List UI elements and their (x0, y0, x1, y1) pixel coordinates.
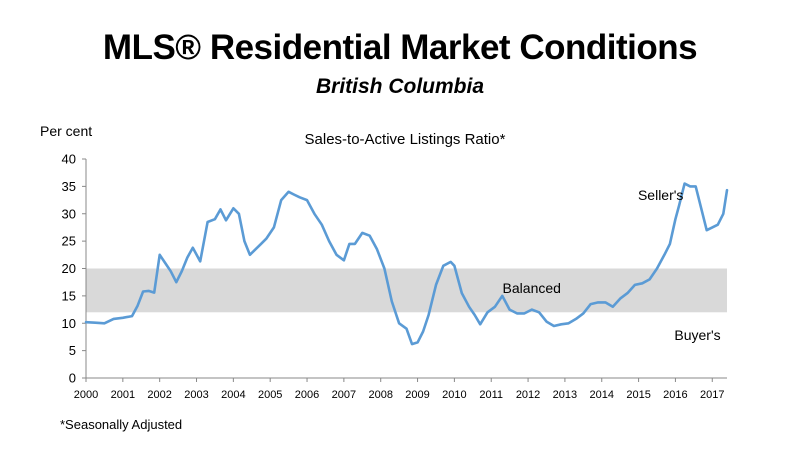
x-tick-label: 2017 (700, 389, 724, 401)
x-tick-label: 2001 (111, 389, 135, 401)
chart-title: Sales-to-Active Listings Ratio* (304, 131, 506, 148)
x-tick-label: 2000 (74, 389, 98, 401)
x-tick-label: 2005 (258, 389, 282, 401)
y-axis-label: Per cent (40, 123, 93, 139)
x-tick-label: 2006 (295, 389, 319, 401)
y-tick-label: 10 (62, 316, 76, 331)
y-tick-label: 5 (69, 343, 76, 358)
y-tick-label: 15 (62, 288, 76, 303)
x-tick-label: 2011 (479, 389, 503, 401)
page-title: MLS® Residential Market Conditions (102, 28, 698, 67)
x-tick-label: 2002 (147, 389, 171, 401)
y-tick-label: 40 (62, 152, 76, 167)
y-tick-label: 30 (62, 206, 76, 221)
x-tick-label: 2008 (368, 389, 392, 401)
region-label: Buyer's (674, 327, 720, 343)
page-subtitle: British Columbia (315, 75, 484, 98)
x-tick-label: 2007 (332, 389, 356, 401)
x-tick-label: 2010 (442, 389, 466, 401)
x-tick-label: 2013 (553, 389, 577, 401)
balanced-band (86, 268, 727, 313)
y-tick-label: 0 (69, 371, 76, 386)
region-label: Seller's (638, 187, 683, 203)
x-tick-label: 2009 (405, 389, 429, 401)
x-tick-label: 2004 (221, 389, 245, 401)
x-tick-label: 2014 (590, 389, 614, 401)
x-tick-label: 2003 (184, 389, 208, 401)
x-tick-label: 2015 (626, 389, 650, 401)
footnote: *Seasonally Adjusted (60, 417, 183, 432)
y-tick-label: 20 (62, 261, 76, 276)
x-tick-label: 2016 (663, 389, 687, 401)
x-tick-label: 2012 (516, 389, 540, 401)
series-line (84, 182, 729, 346)
y-tick-label: 25 (62, 234, 76, 249)
y-tick-label: 35 (62, 179, 76, 194)
region-label: Balanced (503, 280, 561, 296)
